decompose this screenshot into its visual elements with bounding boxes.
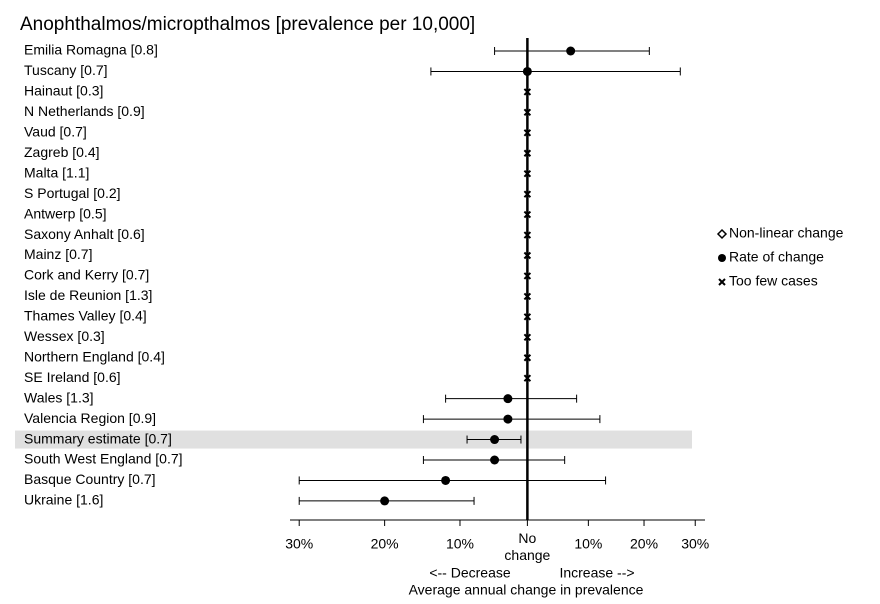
too-few-marker (523, 272, 532, 280)
too-few-marker (523, 149, 532, 157)
x-tick-label: 30% (285, 536, 313, 552)
too-few-marker (523, 210, 532, 219)
too-few-marker (523, 333, 532, 342)
too-few-marker (523, 354, 532, 362)
point (522, 66, 532, 76)
row-label: SE Ireland [0.6] (24, 369, 121, 385)
row-label: Antwerp [0.5] (24, 205, 107, 221)
too-few-marker (523, 292, 532, 301)
row-label: S Portugal [0.2] (24, 185, 121, 201)
point (380, 496, 390, 506)
row-label: Summary estimate [0.7] (24, 430, 172, 446)
row-label: Basque Country [0.7] (24, 471, 156, 487)
too-few-marker (523, 129, 532, 137)
x-axis-title: Average annual change in prevalence (409, 582, 644, 598)
legend-cross (718, 278, 726, 286)
point (503, 414, 513, 424)
legend-label: Too few cases (729, 273, 818, 289)
x-tick-label: 10% (446, 536, 474, 552)
too-few-marker (523, 88, 532, 96)
too-few-marker (523, 108, 532, 117)
too-few-marker (523, 231, 532, 239)
point (490, 455, 500, 465)
decrease-label: <-- Decrease (429, 565, 511, 581)
x-tick-label: 20% (371, 536, 399, 552)
chart-title: Anophthalmos/micropthalmos [prevalence p… (20, 14, 475, 35)
legend-label: Rate of change (729, 249, 824, 265)
row-label: Saxony Anhalt [0.6] (24, 226, 145, 242)
too-few-marker (523, 374, 532, 382)
row-label: Isle de Reunion [1.3] (24, 287, 152, 303)
row-label: Cork and Kerry [0.7] (24, 267, 149, 283)
x-tick-label: 30% (681, 536, 709, 552)
row-label: Vaud [0.7] (24, 124, 87, 140)
row-label: Tuscany [0.7] (24, 62, 108, 78)
legend-label: Non-linear change (729, 225, 844, 241)
x-tick-label: 20% (630, 536, 658, 552)
legend-diamond (716, 228, 728, 240)
row-label: Mainz [0.7] (24, 246, 92, 262)
row-label: Zagreb [0.4] (24, 144, 100, 160)
row-label: Thames Valley [0.4] (24, 308, 147, 324)
highlight-band (15, 430, 692, 449)
too-few-marker (523, 190, 532, 198)
row-label: Hainaut [0.3] (24, 83, 103, 99)
x-tick-label: 10% (574, 536, 602, 552)
row-label: Wales [1.3] (24, 389, 94, 405)
too-few-marker (523, 169, 532, 178)
point (566, 46, 576, 56)
point (441, 475, 451, 485)
too-few-marker (523, 251, 532, 260)
x-tick-label: No change (504, 530, 550, 563)
point (490, 435, 500, 445)
row-label: Northern England [0.4] (24, 348, 165, 364)
row-label: Emilia Romagna [0.8] (24, 42, 158, 58)
legend-dot (718, 254, 726, 262)
row-label: Valencia Region [0.9] (24, 410, 156, 426)
row-label: N Netherlands [0.9] (24, 103, 145, 119)
too-few-marker (523, 313, 532, 321)
row-label: Wessex [0.3] (24, 328, 105, 344)
point (503, 394, 513, 404)
row-label: South West England [0.7] (24, 451, 183, 467)
row-label: Malta [1.1] (24, 164, 89, 180)
row-label: Ukraine [1.6] (24, 492, 103, 508)
increase-label: Increase --> (559, 565, 634, 581)
